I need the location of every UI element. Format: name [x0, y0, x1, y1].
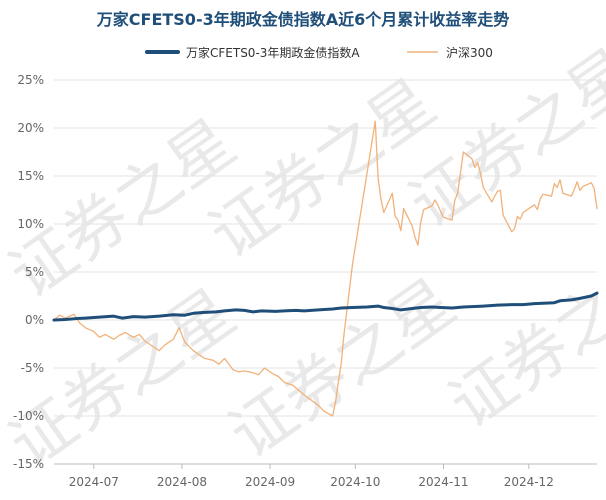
legend-label-fund: 万家CFETS0-3年期政金债指数A: [186, 45, 360, 60]
series-line-fund: [52, 291, 599, 322]
watermark-text: 证券之星: [217, 266, 469, 473]
x-tick-label: 2024-09: [245, 475, 295, 489]
y-tick-label: -5%: [21, 361, 44, 375]
y-tick-label: 25%: [17, 73, 44, 87]
x-tick-label: 2024-12: [504, 475, 554, 489]
chart-title: 万家CFETS0-3年期政金债指数A近6个月累计收益率走势: [96, 10, 510, 29]
legend-label-csi300: 沪深300: [446, 46, 493, 60]
x-tick-label: 2024-11: [418, 475, 468, 489]
series-lines: [52, 120, 599, 417]
x-tick-label: 2024-07: [69, 475, 119, 489]
x-tick-label: 2024-08: [157, 475, 207, 489]
series-line-csi300: [53, 120, 598, 417]
grid-lines: [54, 79, 597, 465]
x-axis: 2024-07 2024-08 2024-09 2024-10 2024-11 2024-…: [54, 463, 597, 489]
watermark-text: 证券之星: [437, 236, 606, 443]
legend: 万家CFETS0-3年期政金债指数A 沪深300: [145, 45, 493, 60]
y-tick-label: 20%: [17, 121, 44, 135]
y-tick-label: 0%: [25, 313, 44, 327]
y-tick-label: -15%: [13, 457, 44, 471]
x-tick-label: 2024-10: [330, 475, 380, 489]
y-tick-label: 10%: [17, 217, 44, 231]
y-tick-label: 15%: [17, 169, 44, 183]
y-tick-label: 5%: [25, 265, 44, 279]
y-axis: 25% 20% 15% 10% 5% 0% -5% -10% -15%: [13, 73, 44, 471]
y-tick-label: -10%: [13, 409, 44, 423]
